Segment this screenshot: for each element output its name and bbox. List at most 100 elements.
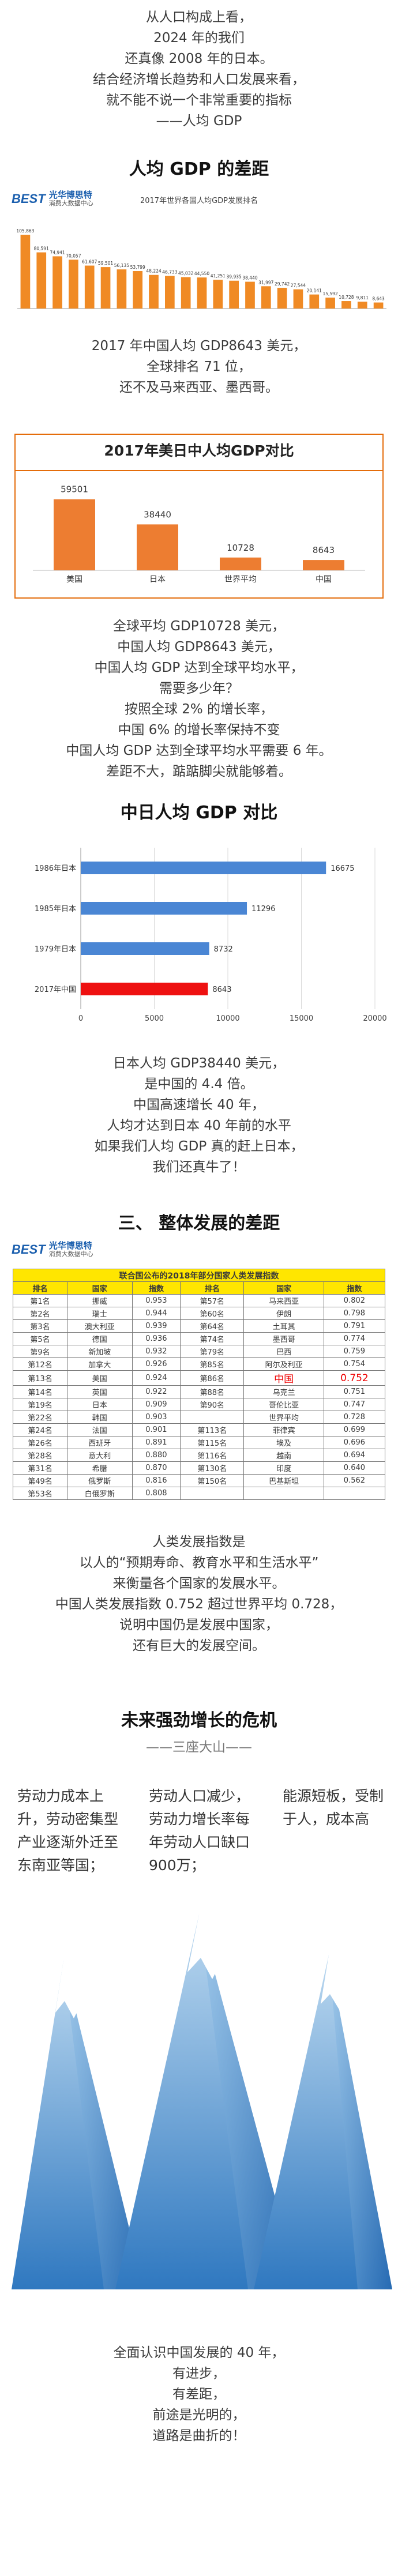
table-cell: 0.640 <box>323 1461 386 1475</box>
brand-name: 光华博思特 <box>48 190 92 200</box>
bar <box>149 274 159 309</box>
bar <box>52 256 62 309</box>
brand-sub: 消费大数据中心 <box>48 1250 93 1258</box>
text-line: 有差距， <box>172 2387 226 2402</box>
table-cell: 第28名 <box>13 1449 67 1462</box>
table-cell: 0.694 <box>323 1449 386 1462</box>
value-label: 8643 <box>212 986 231 994</box>
text-line: 如果我们人均 GDP 真的赶上日本， <box>94 1139 304 1154</box>
bar <box>137 524 178 570</box>
text-line: 说明中国仍是发展中国家， <box>119 1618 279 1633</box>
text-line: 以人的“预期寿命、教育水平和生活水平” <box>79 1555 319 1570</box>
table-cell: 美国 <box>66 1370 133 1386</box>
bar <box>81 942 209 955</box>
table-cell: 挪威 <box>66 1294 133 1307</box>
header-cell: 国家 <box>66 1281 133 1295</box>
brand-sub: 消费大数据中心 <box>48 200 93 207</box>
text-line: 全球排名 71 位， <box>147 359 251 374</box>
table-cell: 0.891 <box>132 1436 181 1449</box>
brand-logo: BEST 光华博思特 消费大数据中心 <box>12 1241 93 1258</box>
mountain-shade <box>63 1961 144 2289</box>
table-cell: 0.759 <box>323 1345 386 1358</box>
table-cell: 第19名 <box>13 1398 67 1411</box>
table-cell <box>323 1487 386 1500</box>
bar <box>341 301 351 309</box>
section-heading: 未来强劲增长的危机 <box>121 1710 277 1731</box>
value-label: 11296 <box>251 905 275 913</box>
text-line: 按照全球 2% 的增长率， <box>124 702 274 717</box>
table-cell: 伊朗 <box>243 1307 324 1320</box>
text-line: 人类发展指数是 <box>152 1535 246 1550</box>
value-label: 74,941 <box>50 250 65 255</box>
bar <box>220 557 261 570</box>
table-cell: 0.562 <box>323 1474 386 1487</box>
brand-logo: BEST 光华博思特 消费大数据中心 <box>12 190 93 207</box>
table-cell: 巴西 <box>243 1345 324 1358</box>
value-label: 38440 <box>144 509 171 520</box>
table-cell: 土耳其 <box>243 1319 324 1333</box>
table-cell: 第49名 <box>13 1474 67 1487</box>
header-cell: 国家 <box>243 1281 324 1295</box>
table-cell: 埃及 <box>243 1436 324 1449</box>
value-label: 59501 <box>61 484 88 495</box>
text-line: 中国人均 GDP8643 美元， <box>117 640 281 655</box>
text-line: 全面认识中国发展的 40 年， <box>113 2345 285 2360</box>
x-tick-label: 10000 <box>216 1014 239 1023</box>
table-cell: 第113名 <box>180 1423 245 1436</box>
chart: 2017年美日中人均GDP对比 59501 美国 38440 日本 10728 世界平均 86… <box>16 442 382 584</box>
body-text: 日本人均 GDP38440 美元， 是中国的 4.4 倍。 中国高速增长 40 年，… <box>0 1053 398 1178</box>
table-title: 联合国公布的2018年部分国家人类发展指数 <box>13 1269 385 1282</box>
table-row: 第22名 韩国 0.903 世界平均 0.728 <box>13 1411 386 1424</box>
table-cell: 希腊 <box>66 1461 133 1475</box>
value-label: 56,135 <box>114 263 129 268</box>
table-cell: 第116名 <box>180 1449 245 1462</box>
table-cell: 0.699 <box>323 1423 386 1436</box>
text-line: 中国人均 GDP 达到全球平均水平， <box>94 660 304 675</box>
table-cell: 第3名 <box>13 1319 67 1333</box>
table-row: 第5名 德国 0.936 第74名 墨西哥 0.774 <box>13 1332 386 1345</box>
table-cell: 马来西亚 <box>243 1294 324 1307</box>
value-label: 61,607 <box>82 260 97 265</box>
bar <box>261 286 271 309</box>
value-label: 41,251 <box>211 273 226 279</box>
table-row: 第13名 美国 0.924 第86名 中国 0.752 <box>13 1370 386 1386</box>
value-label: 53,799 <box>130 265 145 270</box>
value-label: 10728 <box>227 543 254 553</box>
table-cell: 0.901 <box>132 1423 181 1436</box>
table-cell: 0.798 <box>323 1307 386 1320</box>
bar <box>373 302 384 309</box>
table-cell: 0.926 <box>132 1357 181 1371</box>
bar <box>277 288 287 309</box>
table-cell: 0.909 <box>132 1398 181 1411</box>
text-line: 道路是曲折的！ <box>152 2428 246 2443</box>
table-cell: 中国 <box>243 1370 324 1386</box>
chart: 2017年世界各国人均GDP发展排名 105,863 80,59174,94170,… <box>16 196 386 309</box>
table-cell: 瑞士 <box>66 1307 133 1320</box>
table-cell: 印度 <box>243 1461 324 1475</box>
text-line: 需要多少年？ <box>159 681 239 696</box>
value-label: 31,997 <box>258 280 273 285</box>
bar <box>197 277 207 309</box>
x-tick-label: 世界平均 <box>224 575 257 584</box>
table-row: 排名 国家 指数 排名 国家 指数 <box>13 1281 386 1295</box>
table-cell <box>180 1411 245 1424</box>
section-heading: 三、 整体发展的差距 <box>118 1213 280 1234</box>
table-cell: 0.802 <box>323 1294 386 1307</box>
bar <box>213 280 223 309</box>
header-cell: 排名 <box>180 1281 245 1295</box>
snow-cap <box>321 1955 347 2011</box>
table-row: 第26名 西班牙 0.891 第115名 埃及 0.696 <box>13 1436 386 1449</box>
section-heading: 人均 GDP 的差距 <box>129 159 269 179</box>
table-cell: 第53名 <box>13 1487 67 1500</box>
x-tick-label: 中国 <box>316 575 332 584</box>
value-label: 39,935 <box>227 274 242 280</box>
table-cell: 第1名 <box>13 1294 67 1307</box>
bar <box>357 302 367 309</box>
table-cell: 第31名 <box>13 1461 67 1475</box>
table-cell: 0.936 <box>132 1332 181 1345</box>
text-line: 人均才达到日本 40 年前的水平 <box>107 1118 291 1133</box>
table-cell: 墨西哥 <box>243 1332 324 1345</box>
table-cell: 第13名 <box>13 1370 67 1386</box>
subheading: ——三座大山—— <box>146 1740 252 1755</box>
table-cell: 法国 <box>66 1423 133 1436</box>
